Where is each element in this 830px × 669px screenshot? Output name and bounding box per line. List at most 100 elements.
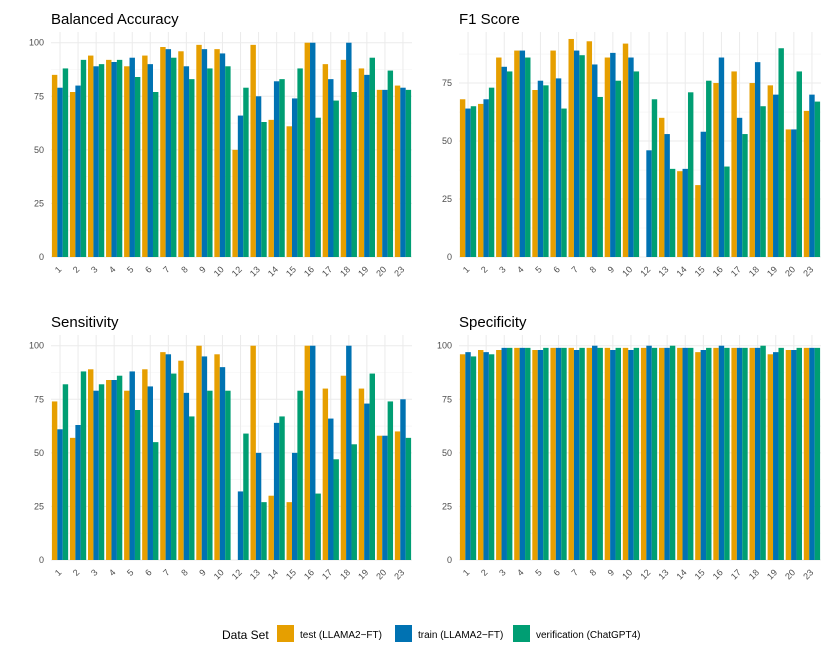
bar-test-8 [586, 41, 593, 257]
bar-verification-2 [488, 354, 495, 560]
y-tick-label: 75 [34, 394, 44, 404]
y-tick-label: 0 [447, 252, 452, 262]
x-tick-label: 16 [711, 567, 725, 581]
bar-test-4 [514, 347, 520, 560]
bar-test-13 [659, 347, 665, 560]
bar-test-19 [767, 354, 774, 560]
bar-train-13 [664, 134, 670, 257]
bar-train-19 [773, 352, 779, 560]
bar-verification-7 [579, 347, 585, 560]
bar-test-2 [69, 437, 76, 560]
panel-title: Balanced Accuracy [51, 11, 179, 28]
bar-train-17 [328, 79, 334, 257]
bar-train-17 [736, 347, 743, 560]
bar-train-19 [773, 94, 779, 257]
bar-test-16 [304, 42, 311, 258]
bar-test-23 [394, 85, 401, 257]
bar-test-20 [376, 435, 383, 560]
x-tick-label: 5 [125, 264, 136, 275]
bar-train-15 [291, 452, 298, 560]
y-tick-label: 75 [34, 91, 44, 101]
bar-train-2 [483, 352, 489, 560]
bar-verification-13 [261, 502, 267, 560]
bar-train-13 [255, 452, 262, 560]
bar-train-16 [310, 345, 316, 560]
bar-verification-18 [351, 92, 357, 257]
x-tick-label: 14 [266, 567, 280, 581]
x-tick-label: 10 [620, 567, 634, 581]
bar-train-1 [465, 108, 471, 257]
bar-train-20 [382, 435, 388, 560]
x-tick-label: 5 [533, 264, 544, 275]
bar-test-2 [478, 350, 484, 560]
x-tick-label: 13 [248, 567, 262, 581]
x-tick-label: 18 [338, 567, 352, 581]
bar-verification-16 [724, 347, 730, 560]
bar-test-7 [160, 47, 166, 257]
x-tick-label: 6 [143, 264, 154, 275]
x-tick-label: 14 [675, 567, 689, 581]
bar-test-4 [514, 50, 520, 258]
bar-train-18 [754, 62, 761, 258]
x-tick-label: 15 [284, 567, 298, 581]
bar-test-10 [622, 43, 629, 257]
bar-train-19 [364, 403, 370, 560]
x-tick-label: 23 [392, 567, 406, 581]
bar-verification-12 [651, 347, 658, 560]
bar-train-23 [400, 399, 406, 560]
bar-test-7 [160, 352, 166, 560]
x-tick-label: 1 [461, 567, 472, 578]
bar-test-2 [69, 92, 76, 257]
bar-test-8 [178, 360, 184, 560]
x-tick-label: 15 [693, 567, 707, 581]
bar-train-18 [754, 347, 761, 560]
x-tick-label: 8 [179, 567, 190, 578]
x-tick-label: 7 [161, 264, 172, 275]
bar-verification-3 [98, 64, 105, 257]
bar-train-7 [165, 354, 172, 560]
bar-test-15 [286, 502, 292, 560]
bar-train-17 [736, 117, 743, 257]
bar-test-7 [568, 38, 574, 258]
x-tick-label: 9 [197, 567, 208, 578]
x-tick-label: 6 [551, 264, 562, 275]
x-tick-label: 3 [89, 264, 100, 275]
bar-train-8 [183, 66, 190, 257]
bar-train-2 [75, 85, 81, 257]
bar-train-1 [57, 87, 63, 258]
bar-train-8 [183, 392, 190, 560]
bar-verification-9 [207, 390, 213, 560]
bar-verification-16 [315, 493, 321, 560]
bar-verification-12 [243, 433, 249, 560]
y-tick-label: 0 [39, 555, 44, 565]
x-tick-label: 18 [747, 264, 761, 278]
bar-verification-18 [760, 106, 766, 257]
bar-test-3 [496, 350, 502, 560]
bar-verification-14 [279, 79, 285, 257]
bar-test-9 [196, 44, 202, 257]
bar-test-6 [550, 50, 556, 258]
x-tick-label: 9 [606, 264, 617, 275]
bar-train-10 [219, 367, 226, 560]
bar-verification-23 [814, 347, 821, 560]
x-tick-label: 15 [284, 264, 298, 278]
x-tick-label: 19 [765, 567, 779, 581]
bar-verification-10 [225, 390, 231, 560]
x-tick-label: 16 [302, 264, 316, 278]
bar-verification-9 [207, 68, 213, 258]
bar-verification-7 [171, 57, 177, 258]
bar-test-12 [640, 347, 647, 560]
x-tick-label: 19 [765, 264, 779, 278]
panel-title: Sensitivity [51, 314, 119, 331]
bar-test-15 [695, 352, 701, 560]
bar-verification-12 [651, 99, 658, 258]
bar-train-23 [809, 94, 815, 257]
bar-verification-3 [98, 384, 105, 560]
bar-test-8 [178, 51, 184, 257]
bar-test-14 [677, 171, 683, 257]
bar-train-14 [682, 347, 688, 560]
bar-train-14 [682, 168, 688, 257]
